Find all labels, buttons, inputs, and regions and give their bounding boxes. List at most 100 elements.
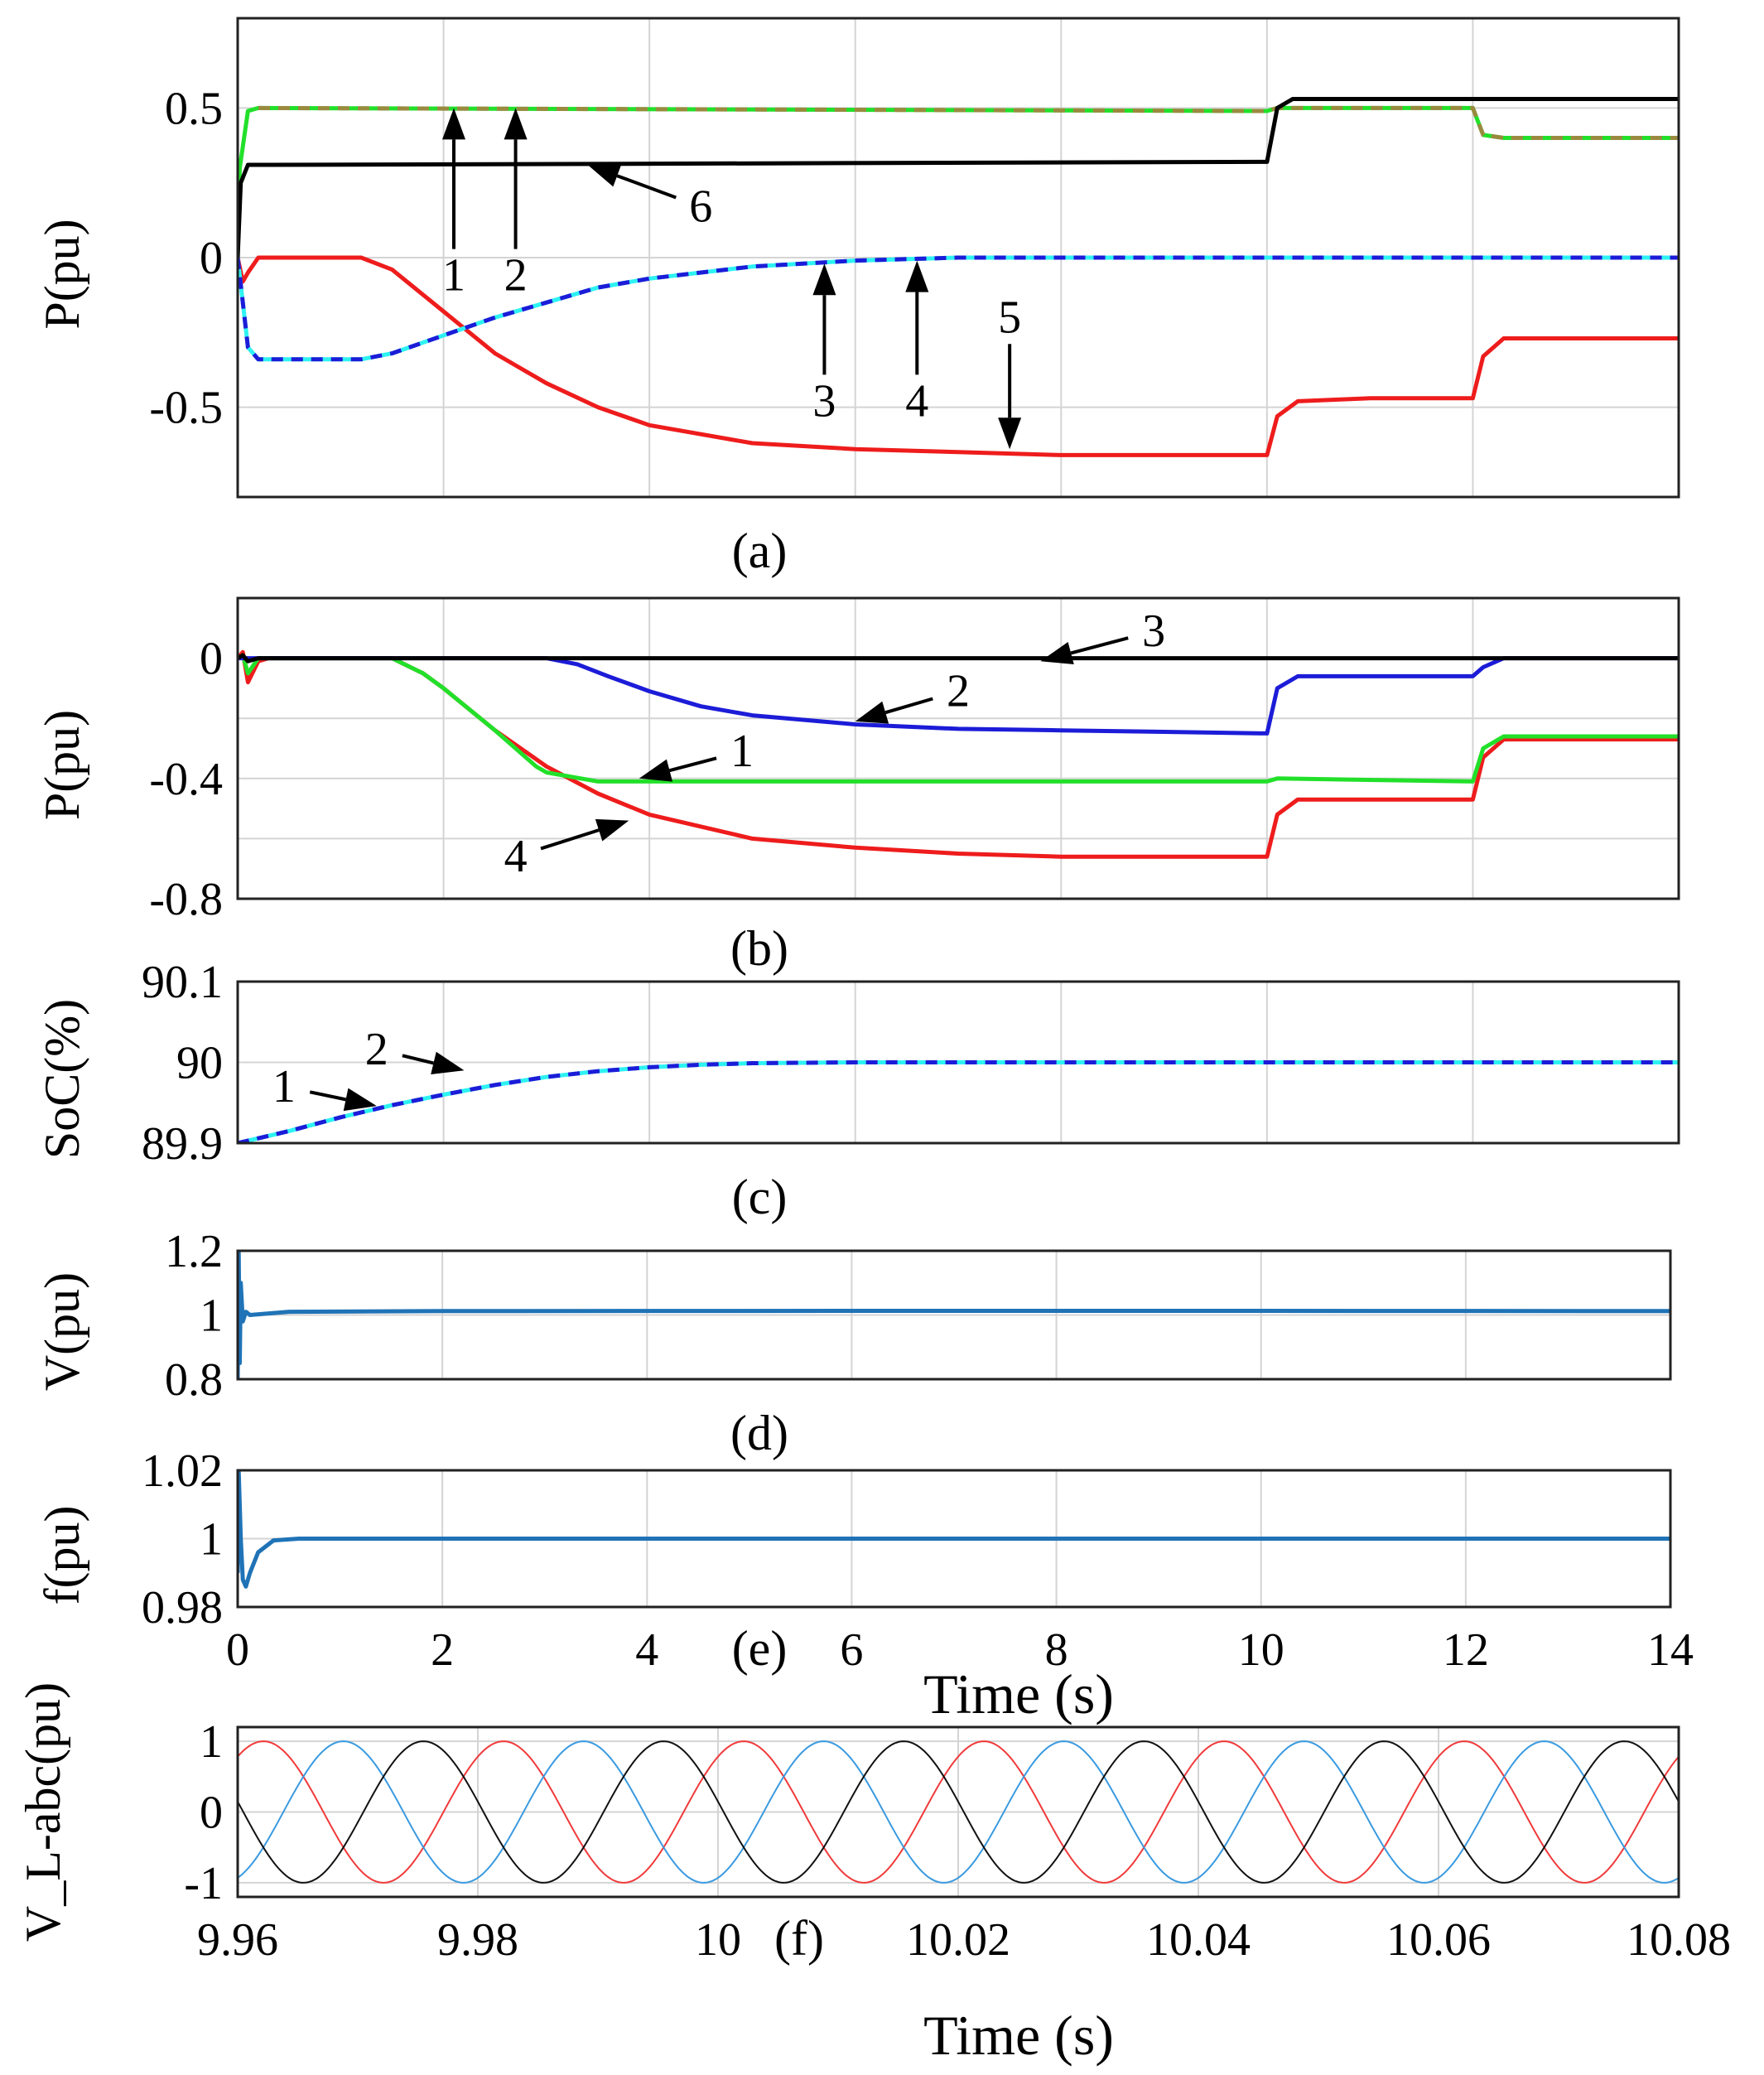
arrow-shaft [540,828,600,851]
arrow-head [343,1088,377,1112]
x-tick-label: 4 [635,1624,658,1676]
y-axis-label: P(pu) [35,710,89,820]
arrow-head [998,417,1022,450]
arrow-head [1040,641,1074,665]
arrow-head [442,108,465,140]
arrow-head [431,1051,465,1074]
y-tick-label: -0.5 [149,383,223,434]
panel-caption: (e) [732,1621,788,1676]
series-trace-2-blue-dashed [238,1060,1679,1143]
x-tick-label: 10.02 [906,1914,1010,1966]
panel-d: 1.2 1 0.8 V(pu) (d) [35,1226,1672,1460]
y-axis-label: V_L-abc(pu) [16,1682,70,1942]
panel-caption: (f) [774,1911,824,1966]
x-tick-label: 10 [695,1914,741,1966]
x-tick-label: 10.06 [1386,1914,1491,1966]
arrow-shaft [402,1054,434,1065]
x-tick-label: 9.96 [197,1914,278,1966]
x-axis-label: Time (s) [923,1662,1114,1725]
arrow-head [905,260,929,292]
series-frequency [238,1470,1670,1589]
annotation-4: 4 [504,818,629,882]
axes-frame [236,17,1680,499]
x-tick-label: 2 [431,1624,454,1676]
annotation-label: 2 [947,666,970,717]
y-axis-label: f(pu) [35,1506,89,1605]
y-tick-label: 0.5 [165,83,223,134]
series-trace-6-black [238,97,1679,258]
annotation-3: 3 [812,263,836,427]
x-tick-label: 9.98 [437,1914,518,1966]
axes-frame [236,980,1680,1145]
y-tick-label: 0 [200,634,223,685]
annotation-2: 2 [504,108,528,302]
annotation-label: 6 [689,181,712,233]
annotation-label: 2 [365,1024,388,1075]
phase-vl_black [238,1740,1679,1884]
traces [238,97,1679,457]
y-axis-label: P(pu) [35,219,89,329]
arrow-head [639,759,673,782]
annotation-label: 3 [1142,606,1165,657]
y-axis-label: SoC(%) [35,999,89,1159]
series-trace-3-blue-dashed [238,255,1679,362]
arrow-head [504,108,528,140]
series-trace-1-cyan [238,1060,1679,1143]
panel-c: 90.1 90 89.9 SoC(%) (c) 1 2 [35,957,1680,1224]
annotation-4: 4 [905,260,929,427]
panel-b: 0 -0.4 -0.8 P(pu) (b) 3 2 1 4 [35,596,1680,976]
x-tick-label: 12 [1443,1624,1489,1676]
x-tick-label: 8 [1045,1624,1068,1676]
series-trace-5-red [238,255,1679,457]
annotation-label: 4 [905,375,928,427]
axes-frame [236,1249,1672,1381]
x-tick-label: 0 [226,1624,249,1676]
y-axis-label: V(pu) [35,1272,89,1391]
y-tick-label: 0.8 [165,1354,223,1406]
x-tick-label: 14 [1647,1624,1694,1676]
annotation-label: 4 [504,831,528,882]
arrow-shaft [309,1090,347,1102]
y-tick-label: 1 [200,1514,223,1566]
y-tick-label: 1 [200,1716,223,1768]
panel-e: 1.02 1 0.980 2 4 6 8 10 12 14 f(pu) (e) Time (s) [35,1445,1694,1725]
traces [238,1740,1679,1884]
panel-caption: (b) [730,921,788,976]
x-tick-label: 6 [840,1624,863,1676]
arrow-shaft [668,756,717,773]
axes-frame [236,1469,1672,1609]
y-tick-label: 89.9 [142,1118,223,1170]
arrow-head [595,818,629,842]
phase-vl_blue [238,1740,1679,1884]
y-tick-label: 0 [200,233,223,284]
y-tick-label: -1 [184,1858,223,1909]
y-tick-label: 1.02 [142,1445,223,1497]
arrow-head [812,263,836,296]
panel-f: 10-19.96 9.98 10 10.02 10.04 10.06 10.08V_L-ab… [16,1682,1731,2067]
x-tick-label: 10.08 [1627,1914,1731,1966]
annotation-label: 1 [272,1061,296,1112]
traces [238,649,1679,859]
traces [238,1060,1679,1143]
arrow-shaft [1070,636,1129,655]
arrow-shaft [884,697,933,715]
annotation-1: 1 [639,726,754,782]
arrow-shaft [616,174,677,200]
series-voltage [238,1251,1670,1379]
annotation-6: 6 [587,165,712,233]
annotation-2: 2 [855,666,970,724]
annotation-label: 5 [998,292,1021,343]
series-trace-1-green [238,653,1679,784]
series-trace-3-black [238,653,1679,664]
annotation-label: 1 [730,726,754,777]
y-tick-label: 0 [200,1788,223,1839]
arrow-head [855,701,889,724]
traces [238,1470,1670,1589]
series-trace-2-blue [238,656,1679,736]
panel-caption: (d) [730,1406,788,1460]
annotation-3: 3 [1040,606,1165,665]
annotation-2: 2 [365,1024,465,1075]
panel-caption: (c) [732,1170,788,1224]
y-tick-label: 90 [176,1038,223,1089]
